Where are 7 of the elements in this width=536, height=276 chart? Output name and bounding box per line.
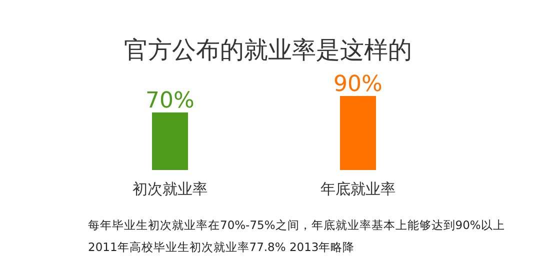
text: 每年毕业生初次就业率在70%-75%之间，年底就业率基本上能够达到90%以上 <box>88 218 505 232</box>
x-tick-label: 年底就业率 <box>320 180 396 198</box>
chart-title: 官方公布的就业率是这样的 <box>124 36 412 64</box>
text: 2011年高校毕业生初次就业率77.8% 2013年略降 <box>88 240 355 254</box>
data-label: 70% <box>146 88 194 114</box>
x-tick-label: 初次就业率 <box>132 180 208 198</box>
data-label: 90% <box>334 72 382 97</box>
